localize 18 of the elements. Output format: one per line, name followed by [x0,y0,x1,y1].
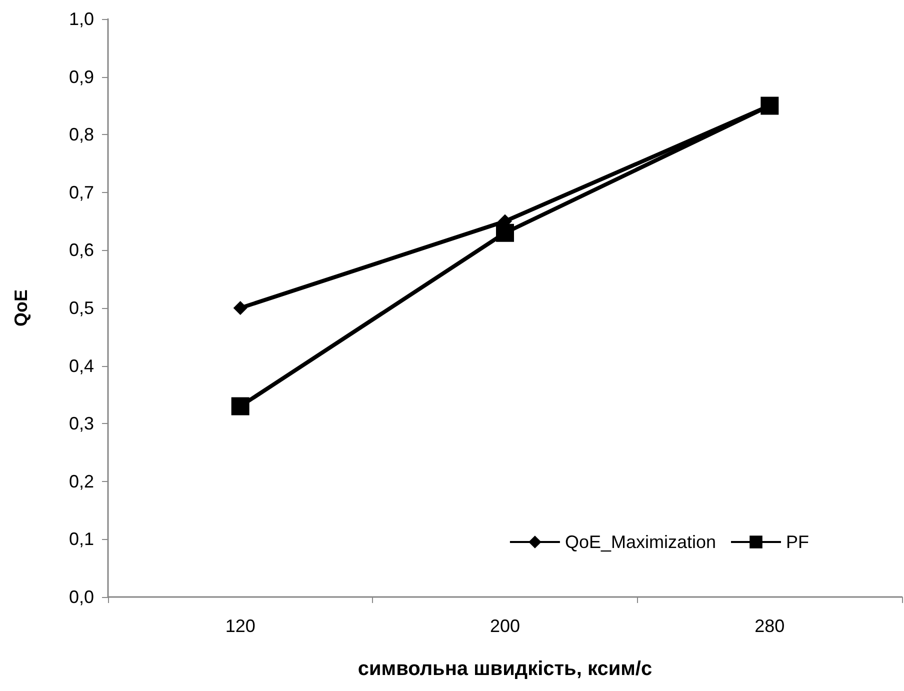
x-tick-label: 280 [754,616,785,636]
legend-label: QoE_Maximization [564,532,716,552]
y-tick-label: 0,1 [68,529,94,550]
y-tick-label: 0,4 [68,356,94,376]
y-tick-label: 0,2 [68,471,94,492]
y-tick-label: 0,0 [68,587,94,607]
x-axis-title: символьна швидкість, ксим/с [358,658,652,680]
y-tick-label: 0,8 [68,124,94,145]
y-tick-label: 0,7 [68,182,94,202]
x-tick-label: 200 [490,616,520,636]
y-tick-label: 1,0 [68,9,94,29]
y-axis-title: QoE [11,289,31,327]
y-tick-label: 0,6 [68,240,94,260]
y-tick-label: 0,3 [68,414,94,434]
x-tick-label: 120 [225,616,256,636]
y-tick-label: 0,5 [68,298,94,318]
y-tick-label: 0,9 [68,66,94,87]
legend-label: PF [786,532,810,552]
